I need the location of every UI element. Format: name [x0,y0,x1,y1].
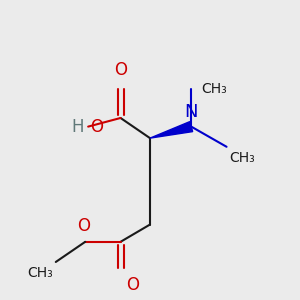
Polygon shape [150,122,193,138]
Text: O: O [114,61,127,79]
Text: O: O [126,276,140,294]
Text: H: H [71,118,84,136]
Text: O: O [90,118,103,136]
Text: CH₃: CH₃ [230,151,255,165]
Text: O: O [77,217,90,235]
Text: CH₃: CH₃ [202,82,227,96]
Text: CH₃: CH₃ [27,266,53,280]
Text: N: N [184,103,198,121]
